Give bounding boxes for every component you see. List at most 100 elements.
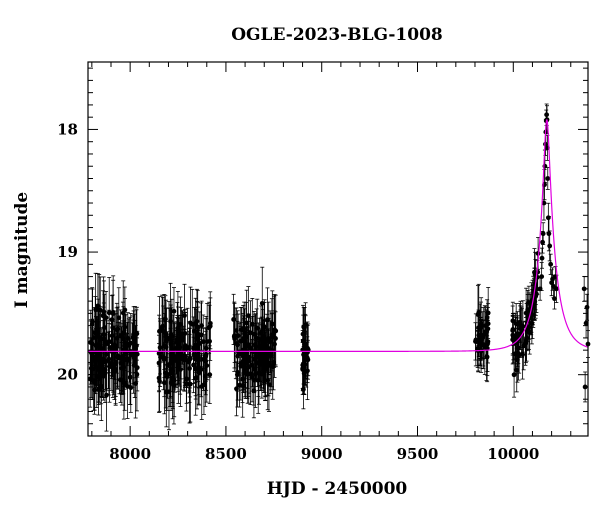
data-point xyxy=(582,384,588,390)
data-point xyxy=(124,357,129,363)
data-point xyxy=(273,336,278,341)
data-point xyxy=(168,318,173,324)
data-point xyxy=(162,316,168,322)
data-point xyxy=(231,334,237,340)
data-point xyxy=(252,366,257,372)
data-point xyxy=(110,325,116,331)
data-point xyxy=(485,341,490,347)
plot-frame xyxy=(87,61,589,437)
data-point xyxy=(266,360,272,366)
data-point xyxy=(512,351,518,357)
data-point xyxy=(266,382,272,387)
data-point xyxy=(553,286,559,292)
data-point xyxy=(246,344,252,350)
data-point xyxy=(545,176,551,181)
data-point xyxy=(103,359,108,365)
data-point xyxy=(514,367,520,373)
data-point xyxy=(134,331,140,337)
data-point xyxy=(249,321,255,327)
data-point xyxy=(104,392,109,398)
data-point xyxy=(101,373,106,379)
data-point xyxy=(90,341,95,347)
data-point xyxy=(168,332,174,338)
data-point xyxy=(163,370,169,376)
data-point xyxy=(301,387,306,392)
data-point xyxy=(584,304,590,310)
data-point xyxy=(187,381,192,387)
data-point xyxy=(115,353,121,359)
y-tick-label: 19 xyxy=(57,243,78,261)
data-point xyxy=(203,345,209,351)
data-point xyxy=(269,321,275,327)
data-point xyxy=(259,351,264,357)
data-point xyxy=(478,340,484,346)
data-point xyxy=(100,336,106,341)
data-point xyxy=(191,362,196,368)
data-point xyxy=(581,286,587,292)
axis-ticks: 8000 8500 9000 9500 10000 18 19 20 xyxy=(57,62,588,463)
data-point xyxy=(132,337,138,343)
data-point xyxy=(241,351,247,357)
data-point xyxy=(161,380,167,386)
data-point xyxy=(195,331,201,337)
data-point xyxy=(548,261,554,267)
data-point xyxy=(168,360,173,366)
data-point xyxy=(510,328,516,333)
data-point xyxy=(516,351,522,357)
data-point xyxy=(529,320,535,326)
data-point xyxy=(195,324,201,330)
data-point xyxy=(182,331,188,336)
data-point xyxy=(96,334,102,340)
data-point xyxy=(158,354,164,360)
data-point xyxy=(107,364,112,370)
data-point xyxy=(203,358,209,364)
data-point xyxy=(483,331,489,337)
data-point xyxy=(207,338,212,344)
data-point xyxy=(101,331,107,337)
data-point xyxy=(305,368,310,374)
data-point xyxy=(90,366,95,372)
data-point xyxy=(272,341,277,347)
data-point xyxy=(121,380,127,386)
data-point xyxy=(109,333,115,339)
data-point xyxy=(257,355,262,361)
data-point xyxy=(168,337,174,343)
data-point xyxy=(539,274,545,279)
data-point xyxy=(91,335,97,340)
data-point xyxy=(110,311,116,316)
data-point xyxy=(510,332,516,338)
data-point xyxy=(102,367,108,373)
x-tick-label: 8000 xyxy=(109,445,151,463)
y-tick-label: 18 xyxy=(57,120,78,138)
data-point xyxy=(524,335,529,341)
data-point xyxy=(163,334,169,339)
data-point xyxy=(122,340,128,346)
data-point xyxy=(120,365,126,370)
data-point xyxy=(102,325,107,330)
data-point xyxy=(484,315,490,321)
data-point xyxy=(258,330,264,336)
data-point xyxy=(546,231,552,237)
data-point xyxy=(104,351,109,357)
chart-title: OGLE-2023-BLG-1008 xyxy=(231,25,443,45)
data-point xyxy=(134,371,140,377)
data-point xyxy=(187,366,192,371)
data-point xyxy=(523,340,528,346)
data-point xyxy=(251,356,257,362)
data-point xyxy=(258,361,263,367)
data-point xyxy=(242,330,248,336)
data-point xyxy=(132,346,138,352)
data-point xyxy=(513,340,518,346)
data-point xyxy=(156,375,162,381)
data-point xyxy=(515,345,521,350)
data-point xyxy=(202,373,208,379)
data-point xyxy=(254,335,260,341)
data-point xyxy=(245,313,251,319)
data-point xyxy=(95,330,101,335)
data-point xyxy=(157,345,163,350)
data-point xyxy=(485,310,491,316)
data-point xyxy=(194,318,200,324)
data-point xyxy=(171,308,177,314)
data-point xyxy=(109,317,115,323)
